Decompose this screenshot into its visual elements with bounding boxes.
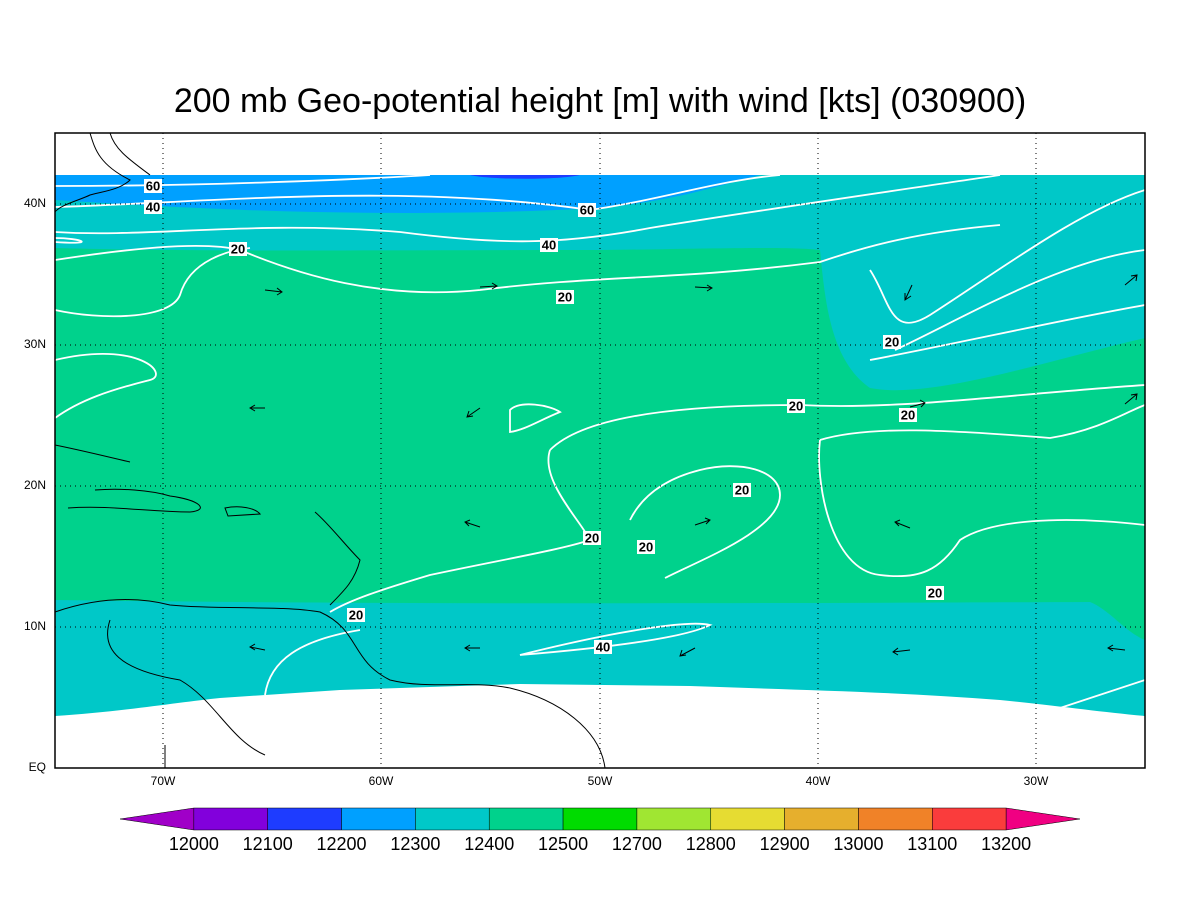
contour-label: 20 — [733, 482, 751, 497]
colorbar-label: 12900 — [760, 834, 810, 854]
colorbar-label: 13100 — [907, 834, 957, 854]
contour-label: 20 — [556, 289, 574, 304]
colorbar-swatch — [784, 807, 859, 831]
title: 200 mb Geo-potential height [m] with win… — [174, 82, 1026, 120]
svg-text:20: 20 — [558, 289, 572, 304]
colorbar-label: 12300 — [390, 834, 440, 854]
contour-label: 20 — [637, 539, 655, 554]
colorbar-label: 12800 — [686, 834, 736, 854]
lon-tick-label: 60W — [369, 774, 394, 788]
contour-label: 20 — [899, 407, 917, 422]
colorbar-swatch — [488, 807, 564, 831]
contour-label: 20 — [229, 241, 247, 256]
svg-text:60: 60 — [580, 202, 594, 217]
colorbar-swatch — [415, 807, 490, 831]
contour-label: 20 — [787, 398, 805, 413]
colorbar-swatch — [1005, 807, 1081, 831]
lat-tick-label: 40N — [24, 196, 46, 210]
contour-label: 40 — [144, 199, 162, 214]
colorbar-label: 13000 — [833, 834, 883, 854]
coastlines — [54, 132, 606, 769]
colorbar-swatch — [710, 807, 785, 831]
wind-vectors — [249, 274, 1138, 657]
lon-tick-label: 40W — [806, 774, 831, 788]
colorbar-label: 12500 — [538, 834, 588, 854]
contour-label: 20 — [883, 334, 901, 349]
svg-text:20: 20 — [585, 530, 599, 545]
lat-tick-labels: EQ 10N 20N 30N 40N — [24, 196, 46, 774]
svg-text:20: 20 — [901, 407, 915, 422]
colorbar-label: 12100 — [243, 834, 293, 854]
map-plot: 60 40 60 40 20 20 20 20 20 20 20 20 20 2… — [54, 132, 1146, 769]
svg-text:20: 20 — [639, 539, 653, 554]
lat-tick-label: EQ — [29, 760, 46, 774]
fill-12100 — [470, 175, 580, 179]
colorbar-label: 13200 — [981, 834, 1031, 854]
colorbar-swatch — [119, 807, 195, 831]
fill-none — [55, 684, 1145, 768]
contour-label: 60 — [144, 178, 162, 193]
colorbar-label: 12000 — [169, 834, 219, 854]
colorbar-swatch — [341, 807, 416, 831]
contour-label: 20 — [583, 530, 601, 545]
grid — [55, 133, 1145, 768]
colorbar-swatch — [193, 807, 268, 831]
svg-text:20: 20 — [231, 241, 245, 256]
lon-tick-label: 30W — [1024, 774, 1049, 788]
contour-label: 20 — [926, 585, 944, 600]
lon-tick-label: 50W — [588, 774, 613, 788]
contour-label: 20 — [347, 607, 365, 622]
colorbar-swatch — [636, 807, 712, 831]
svg-text:20: 20 — [928, 585, 942, 600]
svg-text:20: 20 — [735, 482, 749, 497]
lat-tick-label: 30N — [24, 337, 46, 351]
contour-labels: 60 40 60 40 20 20 20 20 20 20 20 20 20 2… — [144, 178, 944, 654]
colorbar-swatch — [858, 807, 933, 831]
svg-text:60: 60 — [146, 178, 160, 193]
colorbar-swatch — [932, 807, 1007, 831]
colorbar-swatch — [562, 807, 638, 831]
svg-text:40: 40 — [146, 199, 160, 214]
lon-tick-labels: 70W 60W 50W 40W 30W — [151, 774, 1049, 788]
contour-label: 60 — [578, 202, 596, 217]
plot-frame — [54, 132, 1146, 769]
colorbar: 12000 12100 12200 12300 12400 12500 12700 12800… — [119, 807, 1081, 854]
colorbar-label: 12700 — [612, 834, 662, 854]
contour-label: 40 — [540, 237, 558, 252]
colorbar-swatch — [267, 807, 342, 831]
lat-tick-label: 20N — [24, 478, 46, 492]
svg-text:20: 20 — [349, 607, 363, 622]
lat-tick-label: 10N — [24, 619, 46, 633]
svg-text:20: 20 — [885, 334, 899, 349]
svg-text:40: 40 — [596, 639, 610, 654]
svg-text:20: 20 — [789, 398, 803, 413]
colorbar-label: 12400 — [464, 834, 514, 854]
colorbar-label: 12200 — [317, 834, 367, 854]
svg-text:40: 40 — [542, 237, 556, 252]
contour-label: 40 — [594, 639, 612, 654]
lon-tick-label: 70W — [151, 774, 176, 788]
